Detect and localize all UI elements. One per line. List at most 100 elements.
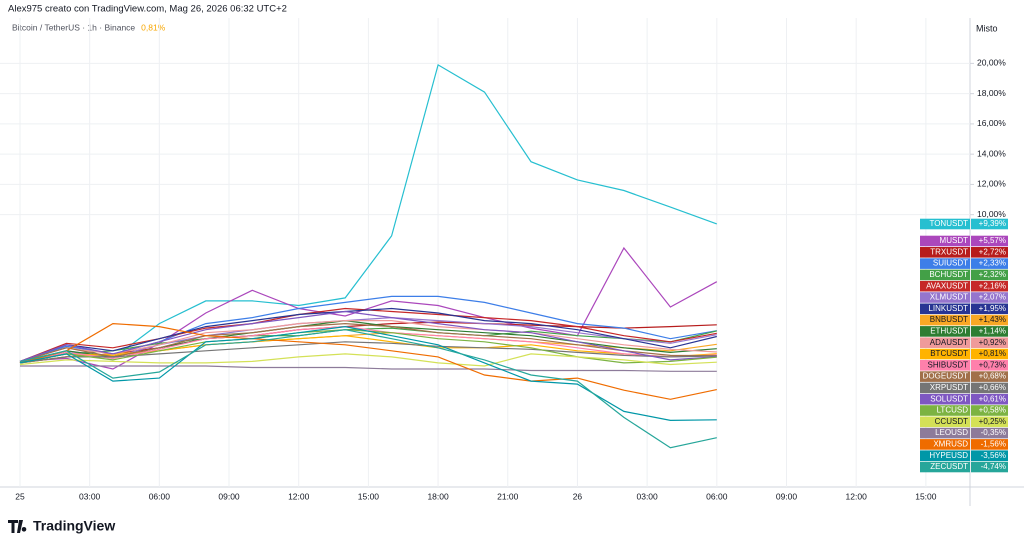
legend-label: ZECUSDT bbox=[930, 462, 968, 471]
y-axis-label: Misto bbox=[976, 23, 998, 33]
series-line bbox=[19, 329, 717, 449]
x-tick-label: 21:00 bbox=[497, 491, 519, 501]
legend-entry: SOLUSDT +0,61% bbox=[920, 393, 1008, 405]
legend-label: BNBUSDT bbox=[930, 315, 968, 324]
value-label-box bbox=[971, 269, 1008, 281]
legend-entry: BCHUSDT +2,32% bbox=[920, 269, 1008, 281]
legend-swatch bbox=[920, 461, 970, 473]
value-label-box bbox=[971, 337, 1008, 348]
legend-label: AVAXUSDT bbox=[926, 281, 968, 290]
legend-label: SUIUSDT bbox=[933, 259, 968, 268]
series-line bbox=[19, 322, 717, 362]
series-line bbox=[19, 325, 717, 364]
legend-swatch bbox=[920, 218, 970, 230]
series-line bbox=[19, 327, 717, 364]
legend-entry: AVAXUSDT +2,16% bbox=[920, 280, 1008, 292]
value-label-box bbox=[971, 393, 1008, 405]
value-label: +2,32% bbox=[979, 270, 1006, 279]
value-label: +2,16% bbox=[979, 281, 1006, 290]
legend-entry: SHIBUSDT +0,73% bbox=[920, 360, 1008, 371]
y-tick-label: 12,00% bbox=[977, 179, 1006, 189]
value-label: +2,33% bbox=[979, 259, 1006, 268]
legend-entry: ZECUSDT -4,74% bbox=[920, 461, 1008, 473]
legend-entry: ADAUSDT +0,92% bbox=[920, 337, 1008, 348]
value-label: +2,72% bbox=[979, 247, 1006, 256]
series-line bbox=[19, 63, 718, 362]
value-label-box bbox=[971, 218, 1008, 230]
y-tick-label: 10,00% bbox=[977, 209, 1006, 219]
value-label: +0,81% bbox=[979, 349, 1006, 358]
legend-swatch bbox=[920, 450, 970, 461]
legend-entry: DOGEUSDT +0,68% bbox=[920, 371, 1008, 382]
legend-entry: XMRUSD -1,56% bbox=[920, 439, 1008, 450]
series-line bbox=[19, 310, 717, 362]
value-label: -0,35% bbox=[981, 428, 1006, 437]
chart-subtitle: Bitcoin / TetherUS · 1h · Binance bbox=[12, 22, 135, 32]
value-label: +5,57% bbox=[979, 236, 1006, 245]
series-line bbox=[19, 322, 717, 400]
legend-entry: BTCUSDT +0,81% bbox=[920, 348, 1008, 360]
legend-label: XRPUSDT bbox=[930, 383, 968, 392]
value-label-box bbox=[971, 348, 1008, 360]
y-tick-label: 16,00% bbox=[977, 118, 1006, 128]
x-tick-label: 06:00 bbox=[706, 491, 728, 501]
legend-swatch bbox=[920, 416, 970, 428]
value-label-box bbox=[971, 235, 1008, 247]
legend-label: DOGEUSDT bbox=[923, 372, 968, 381]
value-label-box bbox=[971, 450, 1008, 461]
series-line bbox=[19, 335, 717, 364]
value-label: +0,61% bbox=[979, 394, 1006, 403]
value-label-box bbox=[971, 292, 1008, 303]
series-line bbox=[20, 365, 717, 372]
brand: TradingView bbox=[33, 518, 115, 534]
legend-swatch bbox=[920, 280, 970, 292]
x-tick-label: 09:00 bbox=[218, 491, 240, 501]
grid bbox=[0, 18, 970, 487]
chart-title: Alex975 creato con TradingView.com, Mag … bbox=[8, 4, 287, 15]
value-label: +0,92% bbox=[979, 338, 1006, 347]
legend-swatch bbox=[920, 360, 970, 371]
x-tick-label: 12:00 bbox=[288, 491, 310, 501]
legend-label: LINKUSDT bbox=[928, 304, 968, 313]
legend-entry: LINKUSDT +1,95% bbox=[920, 303, 1008, 315]
value-label: -3,56% bbox=[981, 451, 1006, 460]
value-label-box bbox=[971, 360, 1008, 371]
legend-swatch bbox=[920, 258, 970, 269]
value-label-box bbox=[971, 461, 1008, 473]
legend-label: XMRUSD bbox=[933, 440, 968, 449]
value-label: +0,66% bbox=[979, 383, 1006, 392]
y-tick-label: 14,00% bbox=[977, 148, 1006, 158]
legend-label: ETHUSDT bbox=[930, 327, 968, 336]
x-tick-label: 15:00 bbox=[915, 491, 937, 501]
value-label-box bbox=[971, 416, 1008, 428]
legend-swatch bbox=[920, 247, 970, 258]
legend-entry: XRPUSDT +0,66% bbox=[920, 382, 1008, 394]
legend-swatch bbox=[920, 405, 970, 416]
value-label: +0,58% bbox=[979, 406, 1006, 415]
value-label: +1,95% bbox=[979, 304, 1006, 313]
legend-entry: TONUSDT +9,39% bbox=[920, 218, 1008, 230]
value-label: +0,68% bbox=[979, 372, 1006, 381]
legend-label: LTCUSD bbox=[937, 406, 969, 415]
y-tick-label: 20,00% bbox=[977, 58, 1006, 68]
legend-label: TRXUSDT bbox=[930, 247, 968, 256]
legend-label: CCUSDT bbox=[935, 417, 968, 426]
x-tick-label: 06:00 bbox=[149, 491, 171, 501]
legend-entry: XLMUSDT +2,07% bbox=[920, 292, 1008, 303]
legend-label: LEOUSD bbox=[935, 428, 968, 437]
value-label: +0,25% bbox=[979, 417, 1006, 426]
x-tick-label: 09:00 bbox=[776, 491, 798, 501]
legend-entry: ETHUSDT +1,14% bbox=[920, 326, 1008, 337]
x-tick-label: 03:00 bbox=[79, 491, 101, 501]
value-label-box bbox=[971, 371, 1008, 382]
legend-label: XLMUSDT bbox=[930, 293, 968, 302]
legend-swatch bbox=[920, 393, 970, 405]
legend-label: BTCUSDT bbox=[930, 349, 968, 358]
series-line bbox=[19, 325, 717, 422]
legend-swatch bbox=[920, 314, 970, 326]
legend-entry: CCUSDT +0,25% bbox=[920, 416, 1008, 428]
legend-swatch bbox=[920, 303, 970, 315]
series-line bbox=[19, 320, 717, 362]
